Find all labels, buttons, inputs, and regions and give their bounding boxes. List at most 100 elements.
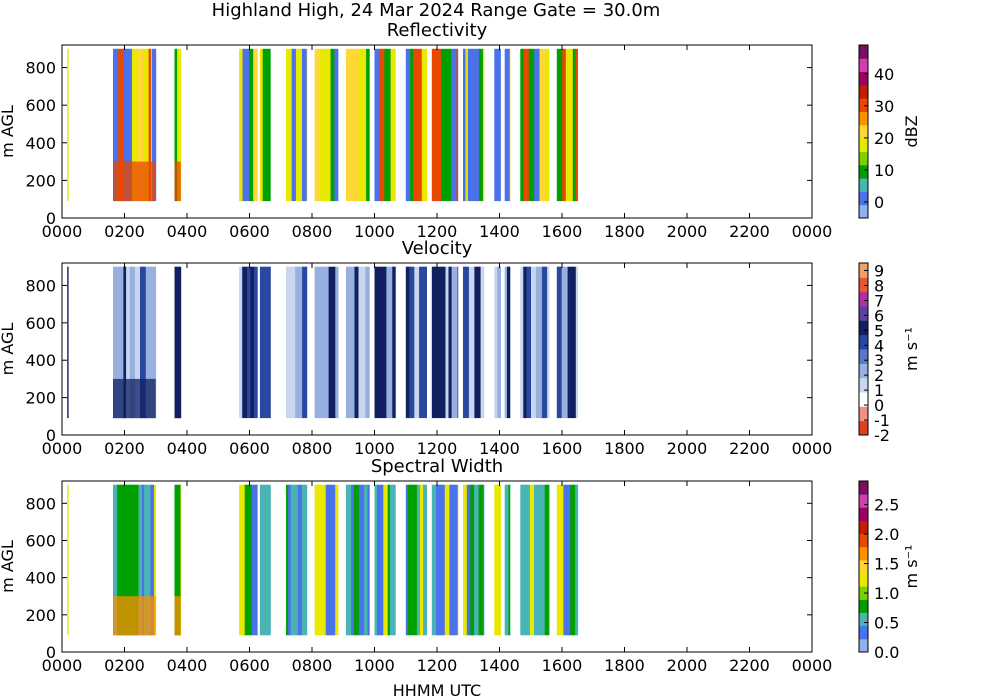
colorbar-tick-label: 5	[874, 321, 884, 340]
data-stripe	[494, 266, 498, 419]
data-stripe	[345, 48, 351, 202]
colorbar-tick-label: 0	[874, 193, 884, 212]
data-stripe	[575, 266, 578, 419]
colorbar-tick-label: -2	[874, 426, 890, 445]
colorbar-segment	[859, 586, 868, 600]
data-stripe	[520, 484, 525, 636]
colorbar-segment	[859, 291, 868, 307]
data-stripe	[302, 266, 308, 419]
data-stripe	[556, 266, 563, 419]
data-stripe	[449, 484, 456, 636]
colorbar-segment	[859, 263, 868, 278]
y-tick-label: 0	[46, 426, 56, 445]
x-tick-label: 0400	[167, 222, 208, 241]
colorbar-tick-label: 1.0	[874, 584, 899, 603]
x-tick-label: 1400	[479, 656, 520, 675]
x-tick-label: 1200	[417, 222, 458, 241]
data-stripe	[520, 48, 524, 202]
data-stripe	[374, 484, 378, 636]
data-stripe	[123, 48, 127, 202]
data-stripe	[448, 266, 452, 419]
data-stripe	[113, 48, 119, 202]
y-tick-label: 200	[25, 606, 56, 625]
colorbar-frame	[858, 44, 869, 219]
data-stripe	[465, 48, 469, 202]
data-stripe	[509, 48, 511, 202]
data-stripe	[250, 266, 255, 419]
data-stripe	[154, 484, 157, 636]
data-stripe	[244, 484, 252, 636]
data-stripe	[421, 48, 427, 202]
data-stripe	[306, 48, 308, 202]
data-stripe	[119, 266, 124, 419]
x-tick-label: 0400	[167, 656, 208, 675]
data-stripe	[262, 48, 267, 202]
x-tick-label: 2000	[667, 222, 708, 241]
y-tick-label: 800	[25, 59, 56, 78]
data-stripe	[387, 484, 391, 636]
colorbar-segment	[859, 58, 868, 73]
data-stripe	[145, 266, 152, 419]
data-stripe	[419, 48, 423, 202]
y-tick-label: 0	[46, 209, 56, 228]
data-stripe	[134, 266, 138, 419]
colorbar-segment	[859, 546, 868, 561]
low-level-echo	[113, 378, 156, 419]
colorbar-frame	[858, 480, 869, 653]
data-stripe	[544, 484, 550, 636]
data-stripe	[389, 484, 396, 636]
data-stripe	[365, 266, 370, 419]
colorbar-tick-label: 20	[874, 129, 894, 148]
low-level-echo	[113, 161, 156, 202]
colorbar-segment	[859, 573, 868, 587]
data-stripe	[295, 266, 299, 419]
y-tick-label: 600	[25, 314, 56, 333]
data-stripe	[129, 266, 136, 419]
colorbar-segment	[859, 481, 868, 495]
data-stripe	[435, 484, 439, 636]
data-stripe	[437, 48, 442, 202]
colorbar-segment	[859, 138, 868, 152]
data-stripe	[352, 266, 355, 419]
data-stripe	[380, 266, 387, 419]
data-stripe	[474, 484, 479, 636]
colorbar-segment	[859, 406, 868, 422]
data-stripe	[350, 48, 354, 202]
data-stripe	[528, 48, 535, 202]
x-tick-label: 0600	[229, 222, 270, 241]
colorbar-segment	[859, 494, 868, 508]
data-stripe	[478, 484, 484, 636]
x-tick-label: 0000	[792, 222, 833, 241]
colorbar-segment	[859, 520, 868, 535]
data-stripe	[504, 266, 508, 419]
data-stripe	[113, 484, 118, 636]
data-stripe	[289, 266, 296, 419]
data-stripe	[497, 266, 501, 419]
data-stripe	[118, 48, 124, 202]
colorbar-tick-label: 3	[874, 351, 884, 370]
x-tick-label: 0400	[167, 439, 208, 458]
x-tick-label: 1800	[604, 222, 645, 241]
data-stripe	[117, 484, 125, 636]
colorbar-frame	[858, 262, 869, 436]
x-tick-label: 2000	[667, 656, 708, 675]
data-stripe	[409, 266, 415, 419]
data-stripe	[314, 266, 320, 419]
data-stripe	[416, 484, 421, 636]
y-axis-label: m AGL	[0, 540, 17, 593]
colorbar-segment	[859, 178, 868, 192]
data-stripe	[425, 266, 427, 419]
colorbar-segment	[859, 559, 868, 574]
x-tick-label: 1400	[479, 439, 520, 458]
data-stripe	[141, 484, 145, 636]
colorbar-segment	[859, 111, 868, 126]
data-stripe	[419, 266, 427, 419]
data-stripe	[405, 484, 409, 636]
data-stripe	[575, 48, 578, 202]
data-stripe	[319, 484, 327, 636]
data-stripe	[144, 484, 151, 636]
y-tick-label: 200	[25, 389, 56, 408]
data-stripe	[504, 48, 511, 202]
data-stripe	[494, 48, 501, 202]
